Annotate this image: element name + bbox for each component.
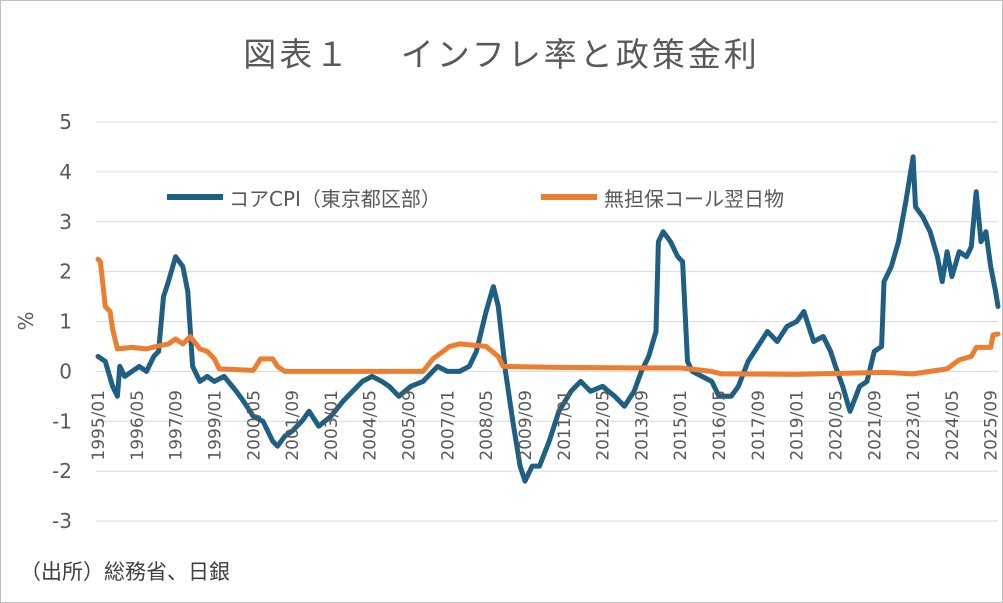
x-tick-label: 2017/09 [749,390,769,461]
x-tick-label: 2003/01 [322,390,342,461]
x-tick-label: 2021/09 [865,390,885,461]
x-tick-label: 2001/09 [283,390,303,461]
y-tick-label: 2 [59,260,72,284]
chart-title: 図表１ インフレ率と政策金利 [243,35,760,74]
gridlines [96,121,998,522]
y-tick-label: -2 [52,459,72,483]
series-line-cpi [95,154,1001,484]
legend-label-cpi: コアCPI（東京都区部） [229,187,441,211]
x-tick-label: 2019/01 [788,390,808,461]
x-tick-label: 2016/05 [710,390,730,461]
y-tick-label: 4 [59,160,72,184]
source-note: （出所）総務省、日銀 [20,560,230,584]
x-tick-label: 2007/01 [438,390,458,461]
x-tick-label: 2024/05 [943,390,963,461]
x-tick-label: 2004/05 [361,390,381,461]
x-tick-label: 2012/05 [594,390,614,461]
y-tick-label: 5 [59,110,72,134]
x-tick-label: 2000/05 [244,390,264,461]
series-lines [95,154,1001,484]
x-tick-label: 2008/05 [477,390,497,461]
y-tick-label: 1 [59,310,72,334]
x-tick-label: 1995/01 [89,390,109,461]
x-tick-label: 2020/05 [826,390,846,461]
x-axis-ticks: 1995/01 1996/05 1997/09 1999/01 2000/05 2001/… [89,390,1002,461]
legend-label-call: 無担保コール翌日物 [604,187,784,211]
y-axis-label: % [14,311,38,330]
x-tick-label: 1999/01 [205,390,225,461]
x-tick-label: 2005/09 [400,390,420,461]
x-tick-label: 2015/01 [671,390,691,461]
legend: コアCPI（東京都区部） 無担保コール翌日物 [167,187,784,211]
x-tick-label: 1996/05 [128,390,148,461]
y-tick-label: -3 [52,509,72,533]
y-axis-ticks: 5 4 3 2 1 0 -1 -2 -3 [52,110,72,533]
series-line-call-rate [95,256,1001,377]
x-tick-label: 2011/01 [555,390,575,461]
x-tick-label: 2013/09 [632,390,652,461]
x-tick-label: 2023/01 [904,390,924,461]
x-tick-label: 2025/09 [982,390,1002,461]
x-tick-label: 1997/09 [167,390,187,461]
y-tick-label: -1 [52,409,72,433]
y-tick-label: 0 [59,359,72,383]
y-tick-label: 3 [59,210,72,234]
x-tick-label: 2009/09 [516,390,536,461]
